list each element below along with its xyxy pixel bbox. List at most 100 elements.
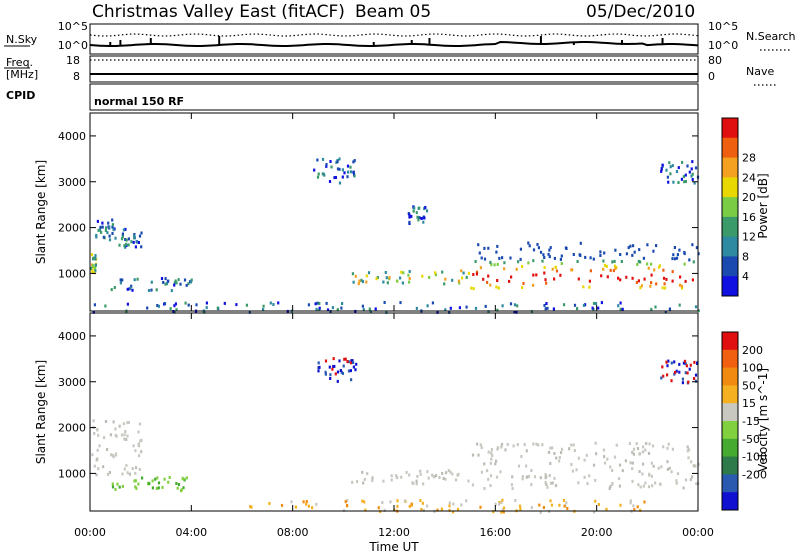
range-cell (134, 479, 137, 483)
range-cell (173, 283, 176, 287)
range-cell (532, 442, 535, 446)
range-cell (586, 482, 589, 486)
range-cell (317, 369, 320, 373)
range-cell (250, 505, 253, 509)
range-cell (675, 170, 679, 173)
range-cell (487, 274, 490, 278)
range-cell (509, 302, 513, 306)
range-cell (597, 503, 600, 506)
range-cell (636, 263, 639, 266)
range-cell (611, 260, 614, 264)
range-cell (346, 175, 349, 179)
range-cell (642, 484, 645, 488)
range-cell (691, 178, 694, 181)
range-cell (334, 372, 337, 376)
range-cell (454, 478, 458, 482)
range-cell (290, 500, 293, 504)
range-cell (120, 433, 124, 437)
range-cell (694, 305, 698, 309)
range-cell (93, 464, 96, 468)
range-cell (525, 464, 528, 468)
range-cell (160, 277, 164, 280)
range-cell (564, 246, 567, 250)
range-cell (249, 505, 252, 508)
colorbar-segment (722, 236, 738, 257)
x-axis-label: Time UT (368, 540, 419, 554)
range-cell (542, 506, 545, 509)
range-cell (307, 504, 310, 508)
range-cell (97, 228, 100, 232)
range-cell (527, 261, 530, 265)
range-cell (496, 279, 499, 282)
range-cell (112, 228, 115, 232)
range-cell (549, 499, 552, 503)
range-cell (572, 253, 575, 256)
range-cell (668, 466, 671, 470)
nave-bottom-tick: 0 (708, 70, 715, 83)
range-cell (107, 472, 110, 476)
range-cell (523, 443, 526, 447)
colorbar-segment (722, 474, 738, 493)
range-cell (688, 258, 691, 262)
range-cell (532, 283, 535, 287)
range-cell (161, 485, 164, 489)
range-cell (692, 260, 695, 264)
range-cell (490, 457, 493, 461)
range-cell (611, 469, 614, 472)
range-cell (541, 259, 544, 263)
range-cell (102, 465, 105, 469)
range-cell (697, 252, 700, 256)
range-cell (687, 448, 691, 452)
range-cell (628, 442, 631, 445)
range-cell (127, 421, 130, 424)
range-cell (403, 499, 407, 503)
range-cell (631, 461, 634, 465)
nsearch-trace (89, 33, 699, 37)
range-cell (102, 235, 105, 239)
range-cell (396, 279, 399, 283)
range-cell (661, 365, 664, 369)
range-cell (441, 472, 444, 475)
range-cell (156, 304, 159, 307)
range-cell (595, 452, 598, 456)
colorbar-tick-label: 28 (742, 152, 756, 165)
range-cell (643, 277, 646, 281)
range-cell (475, 272, 479, 276)
range-cell (667, 359, 670, 363)
range-cell (577, 481, 580, 485)
range-cell (621, 469, 624, 473)
range-cell (688, 367, 691, 371)
range-cell (341, 371, 344, 375)
range-cell (497, 286, 500, 290)
range-cell (695, 482, 698, 486)
range-cell (133, 236, 136, 240)
range-cell (538, 503, 541, 507)
range-cell (647, 266, 650, 270)
range-cell (318, 365, 321, 369)
range-cell (621, 307, 624, 311)
range-cell (614, 267, 617, 271)
range-cell (600, 301, 603, 305)
range-cell (671, 257, 674, 261)
range-cell (558, 503, 561, 507)
range-cell (173, 304, 176, 308)
range-cell (349, 170, 352, 174)
range-cell (376, 276, 379, 279)
range-cell (361, 304, 364, 308)
range-cell (93, 303, 96, 307)
range-cell (675, 369, 678, 373)
range-cell (424, 206, 427, 209)
range-cell (444, 308, 447, 312)
range-cell (174, 302, 177, 306)
colorbar-segment (722, 197, 738, 218)
colorbar-tick-label: 50 (742, 379, 756, 392)
range-cell (325, 163, 328, 166)
range-cell (636, 505, 639, 509)
range-cell (683, 359, 687, 363)
range-cell (553, 277, 556, 281)
range-cell (177, 278, 180, 282)
range-cell (641, 450, 644, 454)
range-cell (632, 452, 636, 456)
range-cell (354, 368, 357, 372)
range-cell (352, 365, 355, 369)
